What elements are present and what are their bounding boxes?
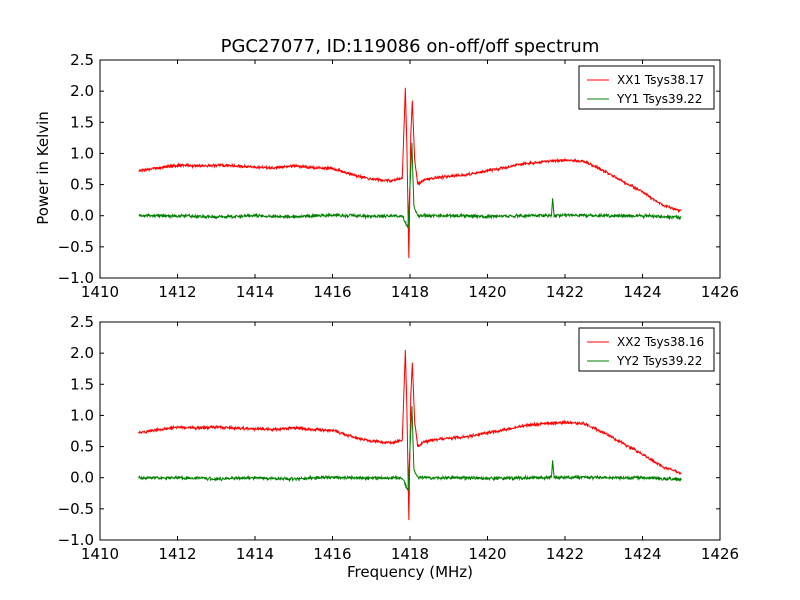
x-tick-label: 1424	[623, 545, 661, 563]
y-tick-label: 1.0	[70, 406, 94, 424]
y-tick-label: −1.0	[58, 269, 94, 287]
y-tick-label: 2.0	[70, 82, 94, 100]
x-tick-label: 1426	[701, 283, 739, 301]
y-tick-label: 2.5	[70, 51, 94, 69]
x-tick-label: 1416	[313, 283, 351, 301]
x-tick-label: 1418	[391, 283, 429, 301]
y-tick-label: −0.5	[58, 500, 94, 518]
x-tick-label: 1416	[313, 545, 351, 563]
y-tick-label: −0.5	[58, 238, 94, 256]
panels: 1410 1412 1414 1416 1418 1420 1422 1424 1426 2.5 2…	[58, 51, 740, 563]
x-tick-label: 1422	[546, 283, 584, 301]
x-tick-label: 1410	[81, 545, 119, 563]
legend-label: XX2 Tsys38.16	[617, 335, 704, 349]
x-tick-label: 1414	[236, 545, 274, 563]
x-tick-label: 1412	[158, 283, 196, 301]
x-tick-label: 1412	[158, 545, 196, 563]
x-axis-label: Frequency (MHz)	[347, 563, 473, 581]
legend: XX2 Tsys38.16 YY2 Tsys39.22	[578, 327, 715, 372]
legend-box	[578, 65, 715, 110]
legend-label: YY2 Tsys39.22	[616, 354, 702, 368]
x-tick-label: 1424	[623, 283, 661, 301]
y-tick-label: 2.5	[70, 313, 94, 331]
y-tick-label: 0.5	[70, 438, 94, 456]
x-tick-label: 1426	[701, 545, 739, 563]
y-tick-label: 1.5	[70, 375, 94, 393]
series-line-yy1	[138, 142, 682, 229]
legend-label: YY1 Tsys39.22	[616, 92, 702, 106]
y-tick-label: 2.0	[70, 344, 94, 362]
x-tick-label: 1422	[546, 545, 584, 563]
x-tick-label: 1420	[468, 545, 506, 563]
chart-title: PGC27077, ID:119086 on-off/off spectrum	[221, 36, 600, 57]
y-tick-label: 0.5	[70, 176, 94, 194]
y-tick-label: 1.0	[70, 144, 94, 162]
x-tick-label: 1410	[81, 283, 119, 301]
chart-panel-2: 1410 1412 1414 1416 1418 1420 1422 1424 1426 2.5 2…	[58, 313, 740, 563]
legend-box	[578, 327, 715, 372]
y-tick-label: 0.0	[70, 207, 94, 225]
legend-label: XX1 Tsys38.17	[617, 73, 704, 87]
y-tick-label: 0.0	[70, 469, 94, 487]
y-tick-label: 1.5	[70, 113, 94, 131]
x-tick-label: 1420	[468, 283, 506, 301]
x-tick-label: 1414	[236, 283, 274, 301]
y-axis-label: Power in Kelvin	[34, 111, 52, 225]
chart-panel-1: 1410 1412 1414 1416 1418 1420 1422 1424 1426 2.5 2…	[58, 51, 740, 301]
legend: XX1 Tsys38.17 YY1 Tsys39.22	[578, 65, 715, 110]
y-tick-label: −1.0	[58, 531, 94, 549]
x-tick-label: 1418	[391, 545, 429, 563]
series-line-yy2	[138, 406, 682, 492]
